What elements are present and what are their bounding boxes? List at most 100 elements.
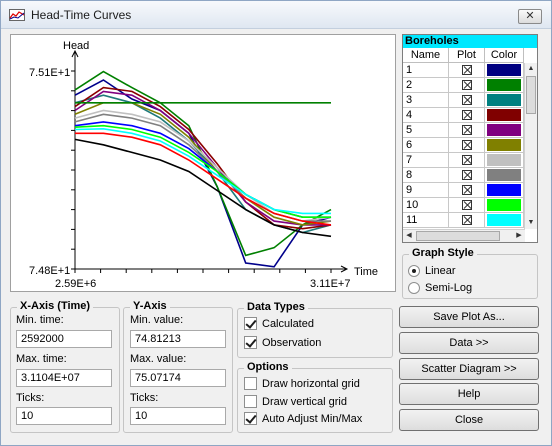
data-types-group: Data Types Calculated Observation [237,301,393,358]
borehole-plot-cell[interactable] [449,63,485,78]
borehole-plot-cell[interactable] [449,213,485,228]
series-line [74,86,332,230]
boreholes-vertical-scrollbar[interactable]: ▲ ▼ [524,63,537,229]
borehole-plot-cell[interactable] [449,198,485,213]
color-swatch [487,94,521,106]
borehole-color-cell[interactable] [485,78,524,93]
x-ticks-input[interactable]: 10 [16,407,112,425]
borehole-row[interactable]: 4 [403,108,524,123]
borehole-row[interactable]: 6 [403,138,524,153]
borehole-plot-cell[interactable] [449,123,485,138]
col-header-plot[interactable]: Plot [449,48,485,63]
scatter-diagram-button[interactable]: Scatter Diagram >> [399,358,539,380]
borehole-row[interactable]: 3 [403,93,524,108]
borehole-row[interactable]: 5 [403,123,524,138]
title-bar[interactable]: Head-Time Curves ✕ [1,1,551,29]
horizontal-grid-label: Draw horizontal grid [262,377,360,390]
borehole-plot-cell[interactable] [449,93,485,108]
observation-checkbox[interactable] [244,336,257,349]
linear-radio[interactable]: Linear [408,265,456,277]
x-min-time-input[interactable]: 2592000 [16,330,112,348]
calculated-checkbox-row[interactable]: Calculated [244,317,314,330]
hscroll-thumb[interactable] [416,231,500,241]
borehole-color-cell[interactable] [485,213,524,228]
borehole-plot-cell[interactable] [449,78,485,93]
borehole-color-cell[interactable] [485,123,524,138]
observation-checkbox-row[interactable]: Observation [244,336,321,349]
data-button[interactable]: Data >> [399,332,539,354]
plot-checkbox-icon[interactable] [461,185,472,195]
save-plot-button[interactable]: Save Plot As... [399,306,539,328]
color-swatch [487,79,521,91]
y-min-value-input[interactable]: 74.81213 [130,330,226,348]
borehole-row[interactable]: 8 [403,168,524,183]
col-header-color[interactable]: Color [485,48,524,63]
col-header-name[interactable]: Name [403,48,449,63]
scroll-up-icon[interactable]: ▲ [527,65,535,72]
borehole-plot-cell[interactable] [449,183,485,198]
vertical-grid-checkbox[interactable] [244,395,257,408]
borehole-color-cell[interactable] [485,138,524,153]
borehole-color-cell[interactable] [485,63,524,78]
linear-radio-button[interactable] [408,265,420,277]
semilog-radio[interactable]: Semi-Log [408,282,472,294]
scroll-thumb[interactable] [526,76,536,114]
plot-checkbox-icon[interactable] [461,200,472,210]
close-button[interactable]: Close [399,409,539,431]
color-swatch [487,184,521,196]
x-max-time-input[interactable]: 3.1104E+07 [16,369,112,387]
y-ticks-input[interactable]: 10 [130,407,226,425]
horizontal-grid-row[interactable]: Draw horizontal grid [244,377,360,390]
borehole-name: 9 [403,183,449,198]
borehole-row[interactable]: 9 [403,183,524,198]
plot-checkbox-icon[interactable] [461,65,472,75]
borehole-plot-cell[interactable] [449,153,485,168]
plot-checkbox-icon[interactable] [461,125,472,135]
plot-checkbox-icon[interactable] [461,80,472,90]
plot-checkbox-icon[interactable] [461,215,472,225]
borehole-color-cell[interactable] [485,93,524,108]
auto-adjust-checkbox[interactable] [244,412,257,425]
x-max-label: 3.11E+7 [310,278,350,290]
borehole-color-cell[interactable] [485,198,524,213]
x-ticks-label: Ticks: [16,392,45,404]
plot-checkbox-icon[interactable] [461,95,472,105]
plot-checkbox-icon[interactable] [461,155,472,165]
vertical-grid-row[interactable]: Draw vertical grid [244,395,347,408]
plot-checkbox-icon[interactable] [461,170,472,180]
scroll-left-icon[interactable]: ◀ [406,232,412,239]
borehole-color-cell[interactable] [485,168,524,183]
boreholes-horizontal-scrollbar[interactable]: ◀ ▶ [403,229,525,242]
y-max-value-input[interactable]: 75.07174 [130,369,226,387]
borehole-row[interactable]: 2 [403,78,524,93]
x-axis-arrow-icon [340,265,349,273]
horizontal-grid-checkbox[interactable] [244,377,257,390]
options-title: Options [244,361,292,373]
window-title: Head-Time Curves [31,8,132,22]
borehole-color-cell[interactable] [485,183,524,198]
borehole-plot-cell[interactable] [449,108,485,123]
close-window-button[interactable]: ✕ [518,9,542,24]
semilog-radio-button[interactable] [408,282,420,294]
borehole-row[interactable]: 10 [403,198,524,213]
borehole-row[interactable]: 1 [403,63,524,78]
graph-style-title: Graph Style [409,247,477,259]
plot-checkbox-icon[interactable] [461,110,472,120]
series-line [74,79,332,268]
borehole-color-cell[interactable] [485,153,524,168]
chart-svg: Head Time 7.51E+1 7.48E+1 2.59E+6 3.11E+… [29,40,378,290]
calculated-label: Calculated [262,317,314,330]
scroll-down-icon[interactable]: ▼ [527,219,535,226]
data-types-title: Data Types [244,301,308,313]
borehole-plot-cell[interactable] [449,138,485,153]
scroll-right-icon[interactable]: ▶ [516,232,522,239]
auto-adjust-row[interactable]: Auto Adjust Min/Max [244,412,362,425]
borehole-row[interactable]: 11 [403,213,524,228]
plot-checkbox-icon[interactable] [461,140,472,150]
borehole-row[interactable]: 7 [403,153,524,168]
borehole-plot-cell[interactable] [449,168,485,183]
calculated-checkbox[interactable] [244,317,257,330]
borehole-color-cell[interactable] [485,108,524,123]
help-button[interactable]: Help [399,383,539,405]
